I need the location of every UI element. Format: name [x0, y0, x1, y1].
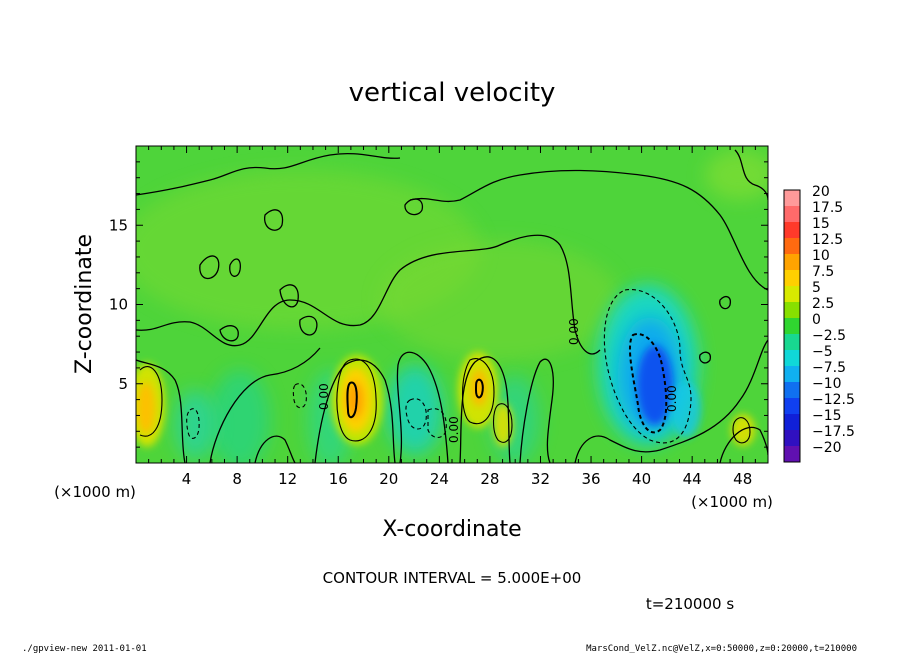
colorbar-label: −5 — [812, 344, 833, 360]
colorbar-label: 20 — [812, 184, 830, 200]
colorbar-swatch — [784, 446, 800, 463]
y-axis: 5 10 15 — [109, 161, 768, 448]
time-label: t=210000 s — [646, 595, 734, 613]
colorbar-label: 7.5 — [812, 264, 834, 280]
plot-area: 0.00 0.00 0.00 0.00 — [136, 146, 768, 463]
colorbar-swatch — [784, 414, 800, 431]
colorbar-swatch — [784, 350, 800, 367]
contour-lines-negative — [186, 289, 692, 444]
colorbar-label: −10 — [812, 376, 842, 392]
colorbar-label: 2.5 — [812, 296, 834, 312]
colorbar-label: 10 — [812, 248, 830, 264]
y-axis-label: Z-coordinate — [72, 234, 97, 374]
colorbar-swatch — [784, 430, 800, 447]
colorbar-swatch — [784, 270, 800, 287]
x-tick-label: 20 — [379, 470, 398, 488]
contour-lines — [136, 149, 768, 463]
contour-labels: 0.00 0.00 0.00 0.00 — [317, 318, 679, 443]
x-tick-label: 12 — [278, 470, 297, 488]
colorbar-label: 12.5 — [812, 232, 843, 248]
x-tick-label: 8 — [232, 470, 242, 488]
colorbar-swatch — [784, 382, 800, 399]
colorbar-label: −17.5 — [812, 424, 855, 440]
colorbar-swatch — [784, 398, 800, 415]
y-tick-label: 5 — [118, 375, 128, 393]
colorbar-swatch — [784, 254, 800, 271]
colorbar-swatch — [784, 222, 800, 239]
contour-interval: CONTOUR INTERVAL = 5.000E+00 — [323, 569, 582, 587]
colorbar-swatch — [784, 334, 800, 351]
x-tick-label: 40 — [632, 470, 651, 488]
y-tick-label: 10 — [109, 296, 128, 314]
colorbar-swatch — [784, 302, 800, 319]
contour-label: 0.00 — [317, 383, 331, 410]
contour-label: 0.00 — [665, 385, 679, 412]
contour-label: 0.00 — [567, 318, 581, 345]
colorbar-frame — [783, 189, 801, 463]
colorbar-swatch — [784, 206, 800, 223]
x-tick-label: 16 — [329, 470, 348, 488]
colorbar-label: 15 — [812, 216, 830, 232]
x-tick-label: 44 — [683, 470, 702, 488]
colorbar-label: 17.5 — [812, 200, 843, 216]
colorbar-label: 5 — [812, 280, 821, 296]
y-tick-label: 15 — [109, 216, 128, 234]
colorbar-label: −2.5 — [812, 328, 846, 344]
colorbar-swatch — [784, 238, 800, 255]
x-axis: 4 8 12 16 20 24 28 32 36 40 44 48 — [148, 146, 756, 488]
colorbar-label: −20 — [812, 440, 842, 456]
colorbar: 2017.51512.5107.552.50−2.5−5−7.5−10−12.5… — [783, 184, 855, 463]
x-tick-label: 24 — [430, 470, 449, 488]
x-axis-label: X-coordinate — [382, 517, 521, 542]
colorbar-label: −12.5 — [812, 392, 855, 408]
x-tick-label: 32 — [531, 470, 550, 488]
colorbar-label: −15 — [812, 408, 842, 424]
contour-label: 0.00 — [447, 416, 461, 443]
colorbar-label: 0 — [812, 312, 821, 328]
colorbar-swatch — [784, 366, 800, 383]
x-tick-label: 36 — [581, 470, 600, 488]
x-axis-unit: (×1000 m) — [691, 493, 773, 511]
chart-title: vertical velocity — [349, 78, 556, 108]
colorbar-swatch — [784, 190, 800, 207]
x-tick-label: 48 — [733, 470, 752, 488]
footer-right: MarsCond_VelZ.nc@VelZ,x=0:50000,z=0:2000… — [586, 644, 857, 654]
contour-lines-high — [139, 358, 751, 444]
footer-left: ./gpview-new 2011-01-01 — [22, 644, 147, 654]
colorbar-swatch — [784, 286, 800, 303]
y-axis-unit: (×1000 m) — [54, 483, 136, 501]
x-tick-label: 4 — [182, 470, 192, 488]
colorbar-swatch — [784, 318, 800, 335]
colorbar-label: −7.5 — [812, 360, 846, 376]
x-tick-label: 28 — [480, 470, 499, 488]
